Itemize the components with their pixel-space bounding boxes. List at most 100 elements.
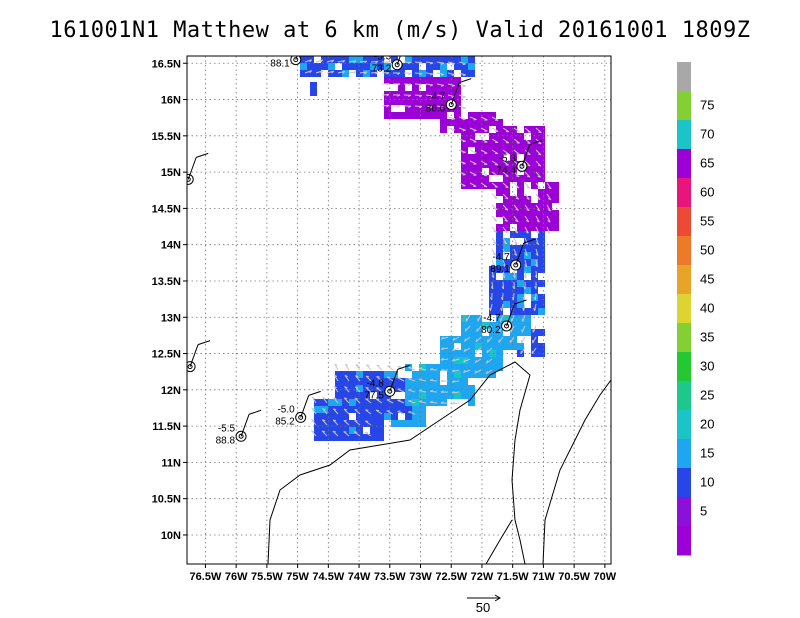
wind-vector xyxy=(458,160,466,164)
wind-speed-cell xyxy=(412,105,419,112)
wind-speed-cell xyxy=(363,371,370,378)
wind-vector-head xyxy=(491,275,495,279)
wind-speed-cell xyxy=(342,427,349,434)
wind-speed-cell xyxy=(300,70,307,77)
colorbar-label: 45 xyxy=(700,272,714,287)
wind-vector xyxy=(436,94,444,97)
wind-speed-cell xyxy=(377,378,384,385)
station-marker-inner xyxy=(513,262,519,268)
wind-speed-cell xyxy=(531,273,538,280)
wind-speed-cell xyxy=(433,392,440,399)
station-pressure-label: -5.3 xyxy=(374,52,392,63)
wind-vector-head xyxy=(334,363,338,366)
wind-speed-cell xyxy=(468,385,475,392)
wind-vector-head xyxy=(451,401,455,405)
wind-vector-head xyxy=(527,153,531,156)
wind-speed-cell xyxy=(517,329,524,336)
wind-vector xyxy=(491,171,499,177)
wind-vector xyxy=(489,303,493,311)
wind-speed-cell xyxy=(412,371,419,378)
wind-vector xyxy=(348,71,356,74)
wind-speed-cell xyxy=(496,252,503,259)
wind-speed-cell xyxy=(426,385,433,392)
y-tick-label: 15.5N xyxy=(152,131,181,143)
wind-speed-cell xyxy=(349,434,356,441)
wind-vector xyxy=(364,420,372,426)
wind-vector xyxy=(535,160,542,167)
wind-speed-cell xyxy=(510,168,517,175)
wind-speed-cell xyxy=(482,126,489,133)
wind-vector xyxy=(486,358,493,364)
station-pressure-label: -4.8 xyxy=(367,378,385,389)
wind-speed-cell xyxy=(342,413,349,420)
wind-speed-cell xyxy=(482,175,489,182)
wind-speed-cell xyxy=(496,147,503,154)
wind-vector-head xyxy=(515,208,519,211)
wind-speed-cell xyxy=(524,266,531,273)
wind-vector xyxy=(447,116,455,120)
wind-barb-flag xyxy=(459,78,472,84)
wind-vector-head xyxy=(440,73,445,76)
y-tick-label: 16N xyxy=(161,95,181,107)
wind-vector xyxy=(513,204,519,211)
wind-speed-cell xyxy=(517,203,524,210)
wind-speed-cell xyxy=(468,315,475,322)
wind-vector xyxy=(502,259,506,267)
wind-vector xyxy=(441,336,449,340)
wind-speed-cell xyxy=(545,224,552,231)
wind-speed-cell xyxy=(517,273,524,280)
wind-speed-cell xyxy=(440,343,447,350)
wind-speed-cell xyxy=(538,217,545,224)
wind-vector xyxy=(513,215,519,222)
wind-speed-cell xyxy=(363,392,370,399)
wind-speed-cell xyxy=(461,336,468,343)
wind-vector xyxy=(477,314,482,322)
wind-speed-cell xyxy=(363,70,370,77)
wind-speed-cell xyxy=(503,168,510,175)
wind-speed-cell xyxy=(531,245,538,252)
wind-speed-cell xyxy=(419,112,426,119)
wind-vector xyxy=(337,60,345,63)
wind-speed-cell xyxy=(468,161,475,168)
wind-speed-cell xyxy=(370,399,377,406)
station-value-label: 88.8 xyxy=(216,435,236,446)
wind-vector-head xyxy=(547,220,551,223)
wind-speed-cell xyxy=(447,350,454,357)
wind-vector-head xyxy=(451,129,455,132)
wind-speed-cell xyxy=(524,168,531,175)
wind-speed-cell xyxy=(531,133,538,140)
wind-vector-head xyxy=(418,389,423,392)
wind-speed-cell xyxy=(538,343,545,350)
wind-vector-head xyxy=(452,337,455,341)
colorbar-label: 35 xyxy=(700,330,714,345)
wind-vector-head xyxy=(494,197,498,199)
wind-vector-head xyxy=(408,388,412,391)
wind-vector xyxy=(491,226,497,233)
wind-vector xyxy=(474,358,482,364)
wind-speed-cell xyxy=(538,196,545,203)
wind-speed-cell xyxy=(461,70,468,77)
wind-speed-cell xyxy=(496,266,503,273)
wind-vector-head xyxy=(537,153,542,156)
wind-speed-cell xyxy=(433,98,440,105)
wind-speed-cell xyxy=(531,308,538,315)
wind-speed-cell xyxy=(524,140,531,147)
wind-vector-head xyxy=(354,397,358,400)
wind-speed-cell xyxy=(363,413,370,420)
wind-speed-cell xyxy=(384,112,391,119)
station-value-label: 85.2 xyxy=(275,416,295,427)
wind-vector xyxy=(501,303,504,311)
wind-speed-cell xyxy=(531,329,538,336)
wind-speed-cell xyxy=(538,308,545,315)
y-tick-label: 14.5N xyxy=(152,203,181,215)
wind-vector-head xyxy=(408,83,412,87)
y-tick-label: 11.5N xyxy=(152,421,181,433)
wind-speed-cell xyxy=(496,336,503,343)
wind-speed-cell xyxy=(496,259,503,266)
wind-vector xyxy=(315,59,323,63)
wind-speed-cell xyxy=(482,147,489,154)
wind-vector-head xyxy=(440,62,445,65)
wind-vector-head xyxy=(474,359,477,363)
wind-speed-cell xyxy=(398,406,405,413)
station-value-label: 73.2 xyxy=(372,64,392,75)
